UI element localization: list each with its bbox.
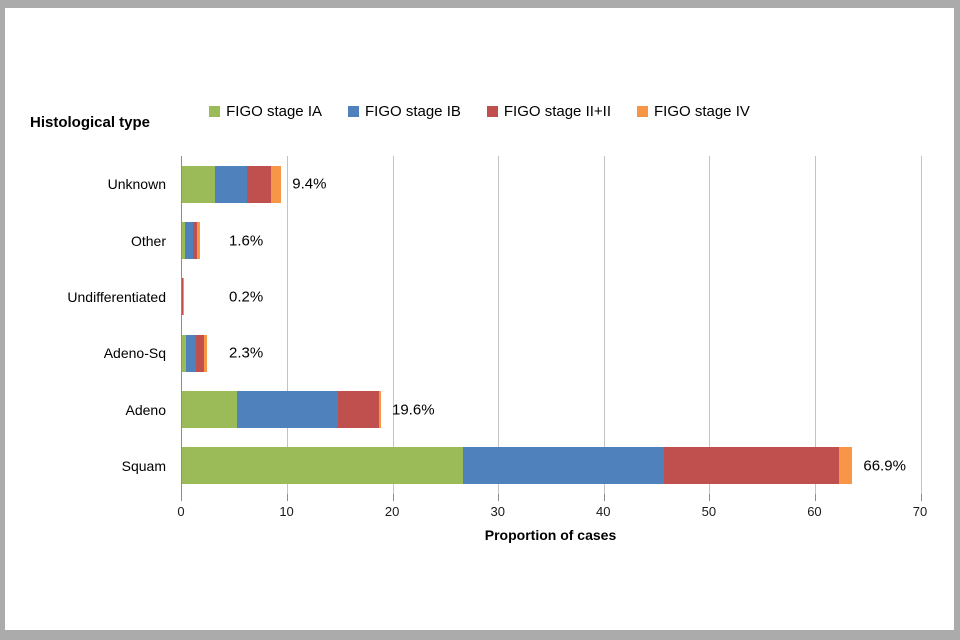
x-tick-label-20: 20 — [384, 504, 400, 519]
x-tick-label-10: 10 — [279, 504, 294, 519]
bar-segment-figo-stage-ii-ii — [664, 447, 839, 485]
x-axis-tick-40 — [603, 494, 605, 501]
gridline-40 — [603, 156, 605, 494]
bar-segment-figo-stage-iv — [183, 278, 185, 316]
gridline-10 — [287, 156, 289, 494]
legend-item-figo-stage-ii-ii: FIGO stage II+II — [486, 103, 611, 120]
category-label-squam: Squam — [121, 457, 166, 474]
x-tick-label-30: 30 — [490, 504, 505, 519]
x-axis-tick-0 — [181, 494, 182, 501]
value-label-unknown: 9.4% — [292, 175, 327, 193]
category-label-unknown: Unknown — [107, 176, 166, 193]
category-label-adeno-sq: Adeno-Sq — [103, 345, 166, 362]
chart-frame: Histological type FIGO stage IA FIGO stag… — [5, 8, 954, 630]
bar-segment-figo-stage-iv — [270, 165, 282, 203]
x-tick-label-60: 60 — [807, 504, 822, 519]
bar-segment-figo-stage-ia — [182, 165, 215, 203]
bar-segment-figo-stage-ii-ii — [195, 334, 204, 372]
bar-segment-figo-stage-ia — [182, 447, 463, 485]
legend-swatch-figo-stage-ii-ii — [486, 106, 498, 117]
legend-label: FIGO stage IV — [654, 103, 750, 120]
bar-segment-figo-stage-ii-ii — [193, 222, 198, 259]
gridline-60 — [814, 156, 816, 494]
bar-row-adeno-sq: 2.3% — [182, 334, 263, 372]
bar-row-undifferentiated: 0.2% — [182, 278, 263, 316]
x-axis-tick-50 — [709, 494, 711, 501]
legend-label: FIGO stage IB — [365, 103, 461, 120]
bar-segment-figo-stage-iv — [203, 334, 207, 372]
legend-swatch-figo-stage-ib — [348, 106, 359, 117]
category-label-other: Other — [130, 232, 166, 249]
value-label-adeno-sq: 2.3% — [229, 344, 264, 362]
bar-row-unknown: 9.4% — [182, 165, 326, 203]
x-axis-tick-labels: 0 10 20 30 40 50 60 70 — [177, 504, 927, 520]
gridline-30 — [498, 156, 500, 494]
bar-row-other: 1.6% — [182, 222, 263, 259]
bar-segment-figo-stage-iv — [197, 222, 200, 259]
bar-segment-figo-stage-ib — [214, 165, 248, 203]
bar-segment-figo-stage-ii-ii — [338, 391, 380, 428]
legend-swatch-figo-stage-ia — [209, 106, 221, 117]
bar-segment-figo-stage-ib — [236, 391, 339, 428]
gridline-20 — [392, 156, 394, 494]
x-axis-tick-70 — [920, 494, 922, 501]
bar-segment-figo-stage-ia — [182, 391, 237, 428]
legend-item-figo-stage-iv: FIGO stage IV — [637, 103, 750, 120]
category-label-undifferentiated: Undifferentiated — [67, 288, 166, 305]
bar-segment-figo-stage-ib — [462, 447, 665, 485]
bar-segment-figo-stage-ib — [185, 222, 194, 259]
x-axis-tick-30 — [498, 494, 500, 501]
value-label-squam: 66.9% — [863, 457, 906, 475]
chart-title: Histological type — [30, 114, 151, 131]
plot-area: 9.4% 1.6% 0.2% 2.3% 19.6% 66.9% — [181, 156, 922, 501]
stacked-bar-chart: Histological type FIGO stage IA FIGO stag… — [5, 8, 954, 630]
bar-segment-figo-stage-iv — [379, 391, 381, 428]
x-axis-title: Proportion of cases — [484, 527, 617, 543]
legend-item-figo-stage-ia: FIGO stage IA — [209, 103, 322, 120]
category-label-adeno: Adeno — [125, 401, 166, 418]
legend-label: FIGO stage II+II — [503, 103, 611, 120]
x-tick-label-0: 0 — [177, 504, 185, 519]
bar-row-squam: 66.9% — [182, 447, 906, 485]
legend-swatch-figo-stage-iv — [637, 106, 648, 117]
value-label-other: 1.6% — [229, 232, 264, 249]
bar-segment-figo-stage-ia — [182, 334, 187, 372]
legend-label: FIGO stage IA — [226, 103, 322, 120]
x-axis-tick-60 — [814, 494, 816, 501]
bar-segment-figo-stage-iv — [838, 447, 853, 485]
x-tick-label-70: 70 — [912, 504, 928, 519]
x-tick-label-40: 40 — [596, 504, 611, 519]
x-axis-tick-10 — [287, 494, 289, 501]
y-axis-labels: Unknown Other Undifferentiated Adeno-Sq Aden… — [5, 156, 173, 494]
value-label-adeno: 19.6% — [392, 401, 435, 418]
x-tick-label-50: 50 — [701, 504, 717, 519]
value-label-undifferentiated: 0.2% — [229, 288, 264, 306]
legend: FIGO stage IA FIGO stage IB FIGO stage II+… — [5, 103, 954, 120]
legend-item-figo-stage-ib: FIGO stage IB — [348, 103, 461, 120]
gridline-50 — [709, 156, 711, 494]
bar-segment-figo-stage-ia — [182, 222, 186, 259]
bar-row-adeno: 19.6% — [182, 391, 435, 428]
gridline-70 — [920, 156, 922, 494]
bar-segment-figo-stage-ii-ii — [247, 165, 271, 203]
x-axis-tick-20 — [392, 494, 394, 501]
bar-segment-figo-stage-ib — [186, 334, 196, 372]
bar-segment-figo-stage-ii-ii — [182, 278, 184, 316]
